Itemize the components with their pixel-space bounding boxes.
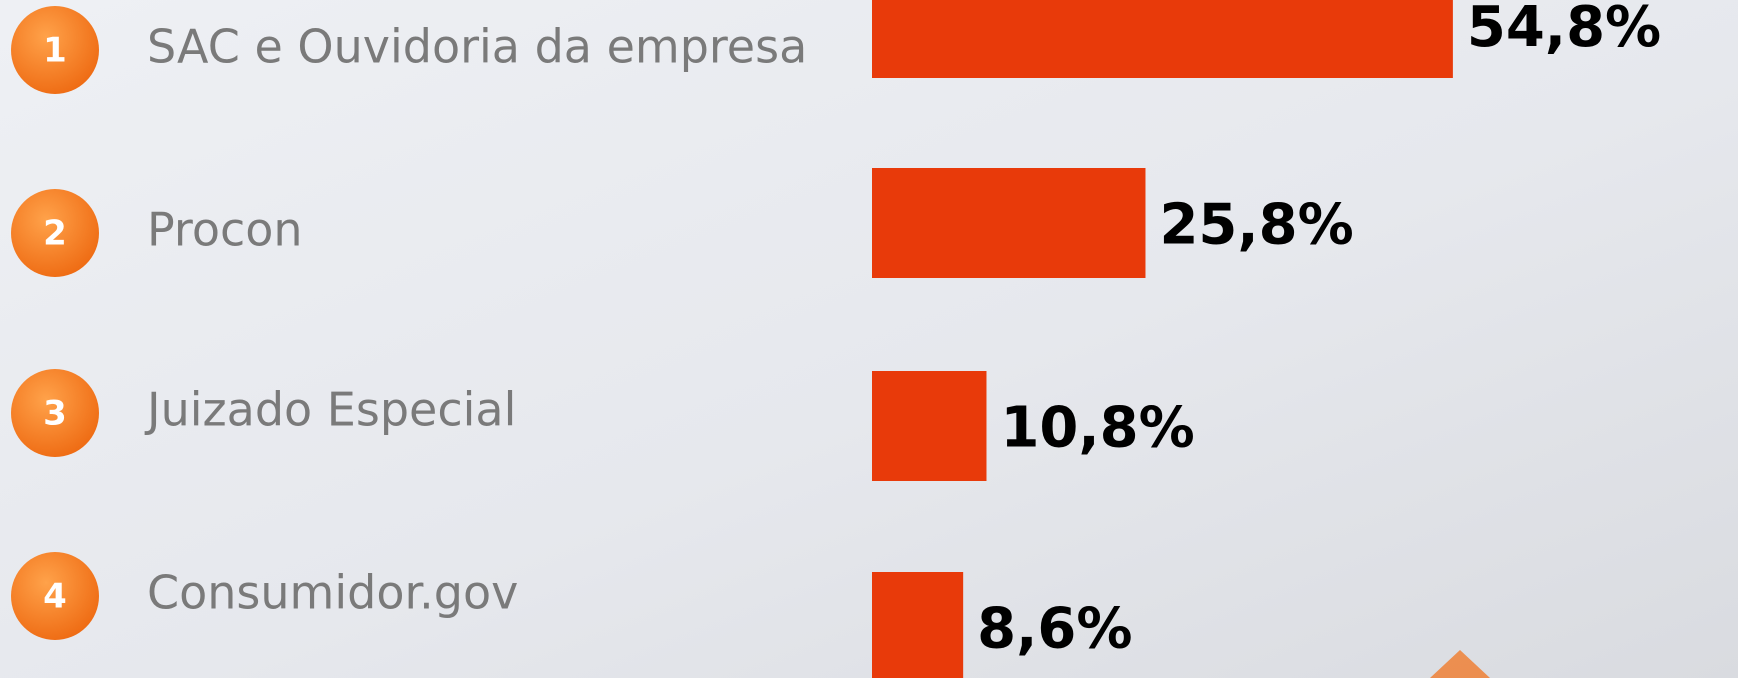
category-label: Juizado Especial	[144, 383, 516, 437]
rank-number: 3	[43, 394, 67, 434]
category-label: Consumidor.gov	[147, 566, 518, 620]
rank-number: 4	[43, 577, 67, 617]
value-label: 54,8%	[1467, 0, 1661, 60]
logo	[1430, 650, 1490, 678]
bar	[872, 168, 1146, 278]
rank-number: 1	[43, 31, 67, 71]
value-label: 10,8%	[1000, 396, 1194, 461]
value-label: 25,8%	[1159, 193, 1353, 258]
value-label: 8,6%	[977, 597, 1132, 662]
rank-badge	[11, 369, 99, 457]
category-label: SAC e Ouvidoria da empresa	[147, 20, 807, 74]
bar	[872, 572, 964, 678]
bar	[872, 0, 1453, 78]
rank-number: 2	[43, 214, 67, 254]
bar	[872, 371, 987, 481]
rank-badge	[11, 6, 99, 94]
rank-badge	[11, 189, 99, 277]
rank-badge	[11, 552, 99, 640]
category-label: Procon	[147, 203, 303, 257]
